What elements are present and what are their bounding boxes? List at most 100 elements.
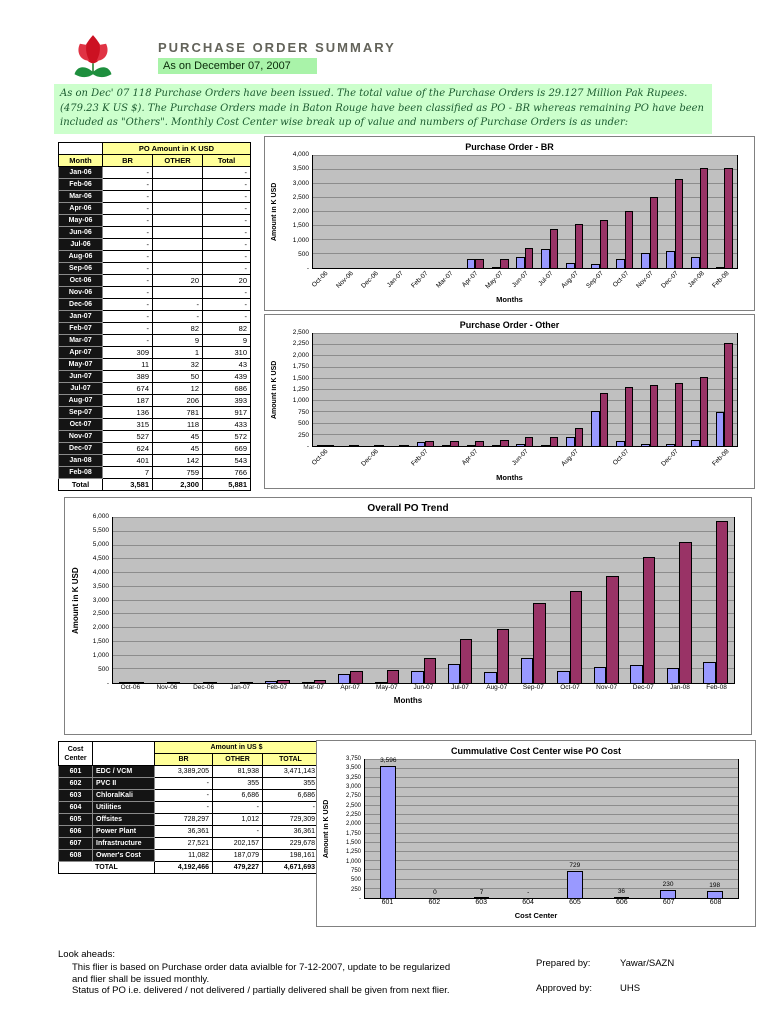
total-value: 4,192,466 — [154, 861, 213, 874]
y-tick-label: 2,000 — [292, 351, 309, 359]
x-tick-label: Oct-06 — [310, 448, 330, 467]
x-tick-cell: Oct-07 — [611, 447, 638, 473]
bar-group — [363, 334, 388, 446]
bar-group — [363, 156, 388, 268]
bar-value-label: 230 — [662, 880, 674, 888]
x-tick-label: Mar-07 — [303, 684, 324, 691]
grid-line — [313, 377, 737, 379]
y-axis-ticks: - 250 500 750 1,000 1,250 1,500 1,750 2,000 2,250… — [334, 756, 364, 902]
bar-stack — [392, 156, 409, 268]
bar-group — [388, 334, 413, 446]
value-cell — [152, 178, 203, 191]
grid-line — [365, 887, 738, 889]
bar-group — [478, 518, 515, 683]
y-tick-label: 2,000 — [292, 208, 309, 215]
month-cell: May-07 — [58, 358, 103, 371]
value-cell: - — [202, 178, 251, 191]
x-axis-labels: Oct-06 Nov-06 Dec-06 Jan-07 Feb-07 Mar-07 Apr-… — [112, 684, 735, 696]
bar-cumulative — [699, 376, 709, 446]
x-tick-cell: Nov-07 — [588, 684, 625, 696]
value-cell: 355 — [262, 777, 319, 790]
bar-stack — [338, 518, 363, 683]
po-table-row: Jul-06- - — [58, 238, 251, 251]
po-table-row: Jan-06- - — [58, 166, 251, 179]
bar-stack — [520, 760, 536, 898]
po-table-row: May-06- - — [58, 214, 251, 227]
x-tick-cell: Feb-08 — [711, 447, 738, 473]
cost-center-name: Owner's Cost — [92, 849, 155, 862]
value-cell: 766 — [202, 466, 251, 479]
po-table-row: Nov-07 527 45 572 — [58, 430, 251, 443]
x-tick-cell: Jan-08 — [686, 269, 713, 295]
bar-cumulative — [239, 682, 254, 683]
bar-cumulative — [325, 445, 334, 446]
value-cell: 82 — [152, 322, 203, 335]
grid-line — [365, 841, 738, 843]
month-cell: Jul-07 — [58, 382, 103, 395]
look-aheads-line: This flier is based on Purchase order da… — [72, 962, 451, 973]
bar-cost — [473, 897, 490, 898]
bar-stack — [367, 334, 384, 446]
bar-stack — [367, 156, 384, 268]
x-tick-label: Apr-07 — [461, 448, 480, 467]
bar-group — [338, 334, 363, 446]
bar-value-label: 7 — [479, 888, 484, 896]
bar-stack — [520, 518, 546, 683]
y-tick-label: 3,500 — [345, 765, 361, 772]
look-aheads: Look aheads: This flier is based on Purc… — [58, 949, 450, 997]
value-cell: - — [102, 202, 153, 215]
value-cell: 6,686 — [212, 789, 263, 802]
cost-center-name: EDC / VCM — [92, 765, 155, 778]
y-tick-label: 250 — [298, 431, 309, 439]
po-table-row: Nov-06- - — [58, 286, 251, 299]
bar-group — [637, 156, 662, 268]
y-tick-label: 3,000 — [292, 179, 309, 187]
bar-cumulative — [574, 427, 584, 446]
po-table-row: Apr-06- - — [58, 202, 251, 215]
bar-group — [463, 334, 488, 446]
value-cell: 7 — [102, 466, 153, 479]
value-cell: 43 — [202, 358, 251, 371]
value-cell — [152, 166, 203, 179]
x-tick-cell: Nov-06 — [335, 269, 362, 295]
x-tick-label: 601 — [381, 899, 394, 906]
cost-column-header: OTHER — [212, 753, 263, 766]
plot-area — [312, 333, 738, 447]
cost-center-number: 606 — [58, 825, 93, 838]
bar-group: 7 — [458, 760, 505, 898]
bar-stack — [473, 760, 490, 898]
bar-group — [587, 334, 612, 446]
x-tick-cell — [588, 447, 613, 473]
bar-monthly — [666, 668, 680, 683]
bar-group — [687, 334, 712, 446]
y-tick-label: 3,750 — [345, 756, 361, 762]
bar-group — [612, 156, 637, 268]
chart-overall-po-trend: Overall PO Trend Amount in K USD - 500 1,0… — [64, 497, 752, 735]
bar-group — [612, 334, 637, 446]
x-tick-label: Oct-06 — [120, 684, 141, 691]
bars-layer — [313, 334, 737, 446]
x-tick-label: May-07 — [484, 270, 505, 291]
value-cell: - — [102, 274, 153, 287]
y-tick-label: 2,750 — [345, 793, 361, 800]
grid-line — [313, 366, 737, 368]
y-axis-ticks: - 500 1,000 1,500 2,000 2,500 3,000 3,500 4,000 4… — [82, 513, 112, 687]
po-table-row: Dec-07 624 45 669 — [58, 442, 251, 455]
x-tick-label: Dec-06 — [193, 684, 215, 691]
bar-group — [150, 518, 187, 683]
y-tick-label: 750 — [298, 408, 309, 416]
po-table-span-row: PO Amount in K USD — [58, 142, 251, 155]
month-cell: Feb-08 — [58, 466, 103, 479]
chart-title: Purchase Order - Other — [459, 320, 560, 330]
cost-center-name: Utilities — [92, 801, 155, 814]
x-tick-cell: Aug-07 — [560, 447, 588, 473]
y-tick-label: 1,500 — [292, 222, 309, 230]
bar-stack — [392, 334, 409, 446]
cost-table-row: 606 Power Plant 36,361-36,361 — [58, 825, 319, 838]
grid-line — [313, 333, 737, 334]
bar-stack — [541, 334, 559, 446]
cost-table-row: 607 Infrastructure 27,521 202,157 229,678 — [58, 837, 319, 850]
x-tick-cell: 608 — [692, 899, 739, 911]
po-table-row: May-07 11 32 43 — [58, 358, 251, 371]
y-axis-label: Amount in K USD — [71, 567, 80, 634]
